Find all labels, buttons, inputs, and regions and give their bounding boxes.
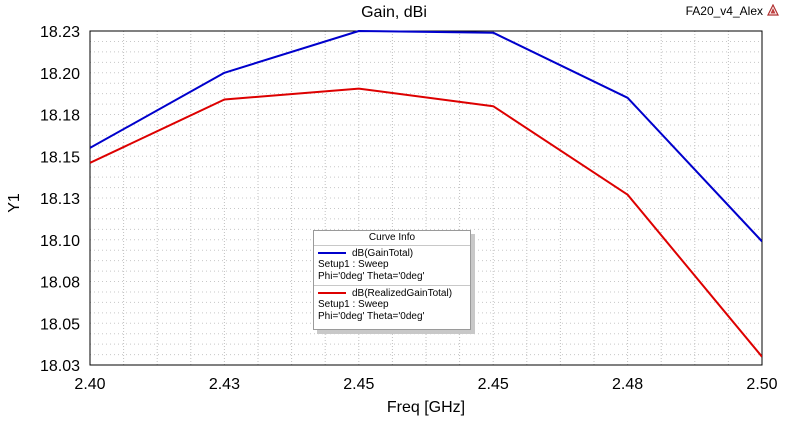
grid bbox=[90, 31, 762, 365]
x-tick-label: 2.40 bbox=[74, 376, 105, 393]
y-tick-label: 18.18 bbox=[40, 108, 80, 125]
legend-entry-name: dB(RealizedGainTotal) bbox=[352, 287, 453, 299]
x-tick-label: 2.45 bbox=[478, 376, 509, 393]
y-axis-label: Y1 bbox=[6, 193, 23, 213]
legend[interactable]: Curve Info dB(GainTotal) Setup1 : Sweep … bbox=[313, 230, 471, 330]
y-tick-label: 18.15 bbox=[40, 149, 80, 166]
x-axis-label: Freq [GHz] bbox=[387, 399, 465, 416]
y-tick-label: 18.13 bbox=[40, 191, 80, 208]
legend-entry-setup: Setup1 : Sweep bbox=[318, 299, 389, 310]
y-tick-label: 18.03 bbox=[40, 358, 80, 375]
ansys-logo-icon bbox=[767, 4, 779, 16]
y-tick-label: 18.20 bbox=[40, 66, 80, 83]
y-tick-label: 18.23 bbox=[40, 24, 80, 41]
series-line-dbgaintotal bbox=[90, 30, 762, 243]
series-line-dbrealizedgaintotal bbox=[90, 87, 762, 358]
x-tick-label: 2.50 bbox=[746, 376, 777, 393]
legend-title: Curve Info bbox=[314, 231, 470, 246]
legend-entry-angles: Phi='0deg' Theta='0deg' bbox=[318, 311, 425, 322]
x-tick-label: 2.48 bbox=[612, 376, 643, 393]
legend-swatch-blue bbox=[318, 252, 346, 254]
chart-title: Gain, dBi bbox=[361, 4, 427, 21]
x-tick-label: 2.45 bbox=[343, 376, 374, 393]
y-tick-label: 18.10 bbox=[40, 233, 80, 250]
series-layer bbox=[90, 30, 762, 358]
design-name-label: FA20_v4_Alex bbox=[685, 4, 763, 18]
legend-entry-name: dB(GainTotal) bbox=[352, 247, 414, 259]
legend-entry-gain-total[interactable]: dB(GainTotal) Setup1 : Sweep Phi='0deg' … bbox=[314, 246, 470, 285]
legend-entry-angles: Phi='0deg' Theta='0deg' bbox=[318, 271, 425, 282]
legend-entry-setup: Setup1 : Sweep bbox=[318, 259, 389, 270]
legend-entry-realized-gain-total[interactable]: dB(RealizedGainTotal) Setup1 : Sweep Phi… bbox=[314, 285, 470, 325]
y-tick-label: 18.05 bbox=[40, 316, 80, 333]
tick-labels: 2.40 2.43 2.45 2.45 2.48 2.50 18.23 18.20 18.18 1… bbox=[40, 24, 778, 393]
legend-swatch-red bbox=[318, 292, 346, 294]
x-tick-label: 2.43 bbox=[209, 376, 240, 393]
y-tick-label: 18.08 bbox=[40, 275, 80, 292]
